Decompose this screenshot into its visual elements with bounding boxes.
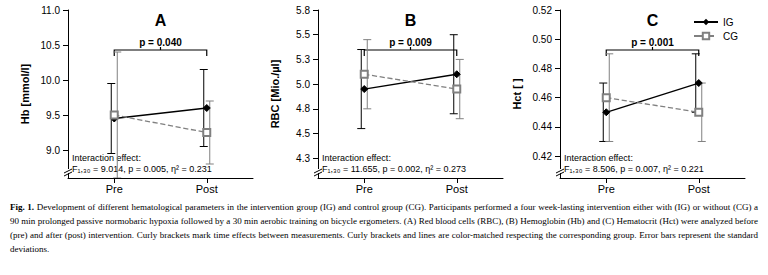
svg-text:0.46: 0.46 bbox=[533, 92, 553, 103]
svg-text:5.3: 5.3 bbox=[296, 54, 310, 65]
svg-text:p = 0.009: p = 0.009 bbox=[389, 37, 432, 48]
svg-text:0.52: 0.52 bbox=[533, 5, 553, 16]
svg-text:11.0: 11.0 bbox=[41, 5, 60, 16]
svg-text:10.5: 10.5 bbox=[41, 40, 61, 51]
svg-text:Pre: Pre bbox=[356, 183, 373, 195]
svg-text:F₁,₃₀ = 9.014, p = 0.005, η² =: F₁,₃₀ = 9.014, p = 0.005, η² = 0.231 bbox=[72, 164, 212, 174]
svg-text:F₁,₃₀ = 8.506, p = 0.007, η² =: F₁,₃₀ = 8.506, p = 0.007, η² = 0.221 bbox=[564, 164, 704, 174]
svg-text:0.44: 0.44 bbox=[533, 121, 553, 132]
svg-text:0.48: 0.48 bbox=[533, 63, 553, 74]
svg-text:Interaction effect:: Interaction effect: bbox=[564, 153, 633, 163]
svg-text:4.5: 4.5 bbox=[296, 128, 310, 139]
svg-text:5.8: 5.8 bbox=[296, 5, 310, 16]
svg-text:0.50: 0.50 bbox=[533, 34, 553, 45]
svg-text:CG: CG bbox=[723, 31, 738, 42]
svg-text:Interaction effect:: Interaction effect: bbox=[322, 153, 391, 163]
svg-text:5.0: 5.0 bbox=[296, 79, 310, 90]
svg-text:4.8: 4.8 bbox=[296, 103, 310, 114]
svg-text:Post: Post bbox=[688, 183, 710, 195]
svg-text:A: A bbox=[155, 12, 167, 29]
svg-text:p = 0.040: p = 0.040 bbox=[139, 37, 182, 48]
svg-text:Pre: Pre bbox=[106, 183, 123, 195]
svg-text:B: B bbox=[405, 12, 417, 29]
svg-text:10.0: 10.0 bbox=[41, 75, 61, 86]
svg-text:Hct [ ]: Hct [ ] bbox=[511, 78, 523, 110]
svg-text:Pre: Pre bbox=[598, 183, 615, 195]
svg-text:IG: IG bbox=[723, 17, 734, 28]
html-text:Fig. 1. Development of differe: Fig. 1. Development of different hematol… bbox=[10, 202, 758, 254]
svg-text:5.5: 5.5 bbox=[296, 29, 310, 40]
svg-text:C: C bbox=[647, 12, 659, 29]
svg-text:Post: Post bbox=[446, 183, 468, 195]
svg-text:Post: Post bbox=[196, 183, 218, 195]
svg-text:9.5: 9.5 bbox=[46, 110, 60, 121]
svg-text:4.3: 4.3 bbox=[296, 153, 310, 164]
svg-text:Hb [mmol/l]: Hb [mmol/l] bbox=[19, 63, 31, 124]
svg-text:RBC [Mio./µl]: RBC [Mio./µl] bbox=[269, 59, 281, 128]
svg-text:9.0: 9.0 bbox=[46, 145, 60, 156]
svg-text:Interaction effect:: Interaction effect: bbox=[72, 153, 141, 163]
svg-text:0.42: 0.42 bbox=[533, 151, 553, 162]
svg-text:F₁,₃₀ = 11.655, p = 0.002, η²: F₁,₃₀ = 11.655, p = 0.002, η² = 0.273 bbox=[322, 164, 466, 174]
svg-text:p = 0.001: p = 0.001 bbox=[631, 37, 674, 48]
